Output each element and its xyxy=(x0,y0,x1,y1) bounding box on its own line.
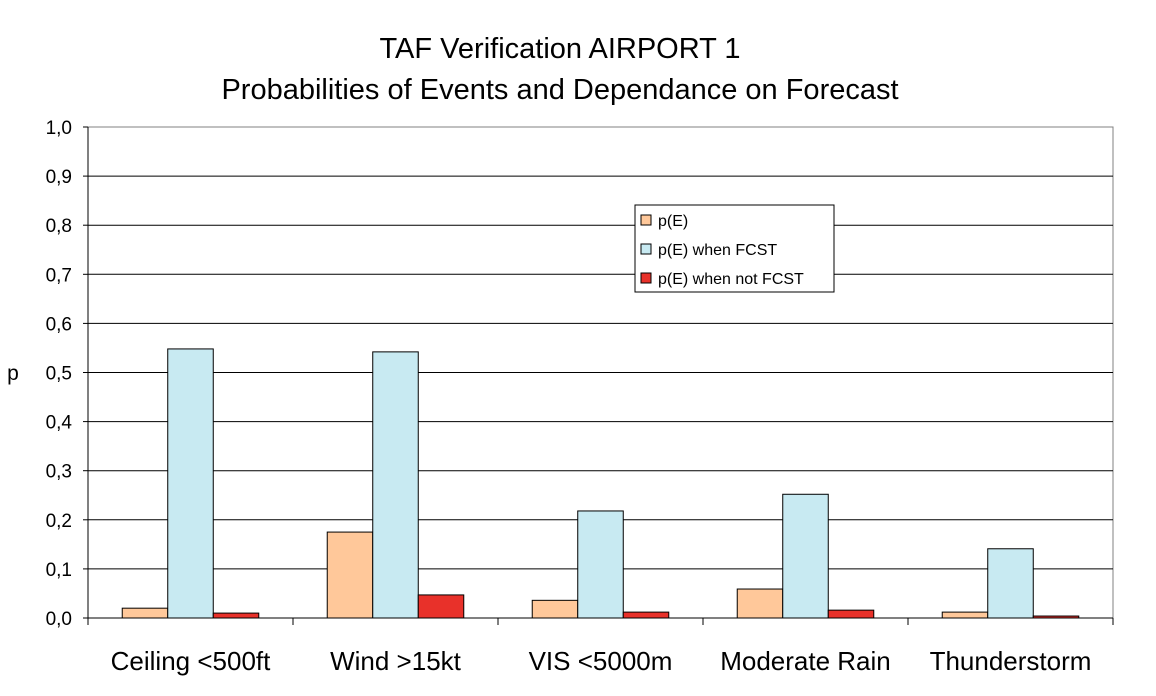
legend-label-p-e-when-fcst: p(E) when FCST xyxy=(658,242,777,259)
gridlines xyxy=(88,175,1113,570)
bar xyxy=(736,588,784,619)
x-tick-label: Ceiling <500ft xyxy=(111,646,271,676)
bar xyxy=(417,594,465,619)
bar xyxy=(577,510,624,619)
y-tick-label: 0,7 xyxy=(46,265,72,286)
y-tick-label: 0,4 xyxy=(46,413,73,434)
bar xyxy=(622,611,670,619)
y-tick-label: 0,0 xyxy=(46,609,72,630)
x-tick-label: Wind >15kt xyxy=(330,646,462,676)
bar xyxy=(531,599,579,619)
bar xyxy=(121,607,169,619)
bar xyxy=(827,609,875,619)
legend-box xyxy=(634,204,835,293)
bar xyxy=(212,612,260,619)
bar xyxy=(782,493,829,619)
chart-title-line-1: TAF Verification AIRPORT 1 xyxy=(379,33,740,65)
bar xyxy=(987,548,1034,619)
legend-label-p-e: p(E) xyxy=(658,213,688,230)
x-tick-label: Thunderstorm xyxy=(930,646,1092,676)
y-axis-ticks: 0,0 0,1 0,2 0,3 0,4 0,5 0,6 0,7 0,8 0,9 1,0 xyxy=(46,118,89,630)
y-tick-label: 0,3 xyxy=(46,462,72,483)
x-axis: Ceiling <500ft Wind >15kt VIS <5000m Modera… xyxy=(87,617,1114,676)
legend-swatch-p-e xyxy=(640,214,652,226)
y-axis-label: p xyxy=(7,362,19,385)
legend-label-p-e-when-not-fcst: p(E) when not FCST xyxy=(658,271,804,288)
bar xyxy=(167,348,214,619)
y-tick-label: 0,2 xyxy=(46,511,72,532)
y-tick-label: 0,9 xyxy=(46,167,72,188)
chart-title-line-2: Probabilities of Events and Dependance o… xyxy=(221,74,898,106)
y-tick-label: 0,1 xyxy=(46,560,72,581)
x-tick-label: Moderate Rain xyxy=(720,646,891,676)
legend-swatch-p-e-when-fcst xyxy=(640,243,652,255)
y-tick-label: 1,0 xyxy=(46,118,72,139)
y-tick-label: 0,8 xyxy=(46,216,72,237)
bar xyxy=(326,531,374,619)
y-tick-label: 0,5 xyxy=(46,364,72,385)
y-tick-label: 0,6 xyxy=(46,314,72,335)
legend: p(E) p(E) when FCST p(E) when not FCST xyxy=(634,204,835,293)
bar xyxy=(372,351,419,619)
bars xyxy=(121,348,1080,619)
x-tick-label: VIS <5000m xyxy=(529,646,673,676)
legend-swatch-p-e-when-not-fcst xyxy=(640,272,652,284)
bar xyxy=(941,611,989,619)
